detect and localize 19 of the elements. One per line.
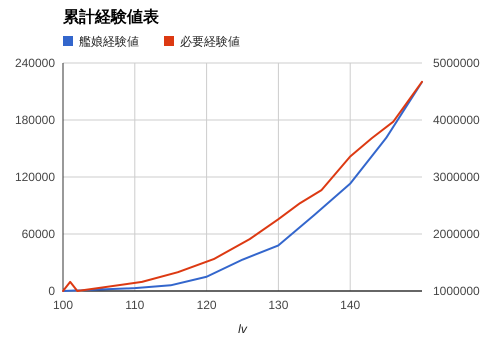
y-tick-label: 60000 bbox=[22, 227, 56, 241]
y2-tick-label: 1000000 bbox=[433, 284, 480, 298]
x-tick-label: 120 bbox=[196, 298, 217, 312]
y2-tick-label: 5000000 bbox=[433, 56, 480, 70]
x-tick-label: 140 bbox=[340, 298, 361, 312]
legend-label: 艦娘経験値 bbox=[79, 34, 139, 48]
chart-title: 累計経験値表 bbox=[62, 8, 160, 26]
legend-label: 必要経験値 bbox=[180, 34, 240, 48]
x-axis-title: lv bbox=[238, 322, 248, 336]
y-tick-label: 240000 bbox=[14, 56, 56, 70]
y-tick-label: 180000 bbox=[14, 113, 56, 127]
x-tick-label: 130 bbox=[268, 298, 289, 312]
y-tick-label: 120000 bbox=[14, 170, 56, 184]
y-tick-label: 0 bbox=[48, 284, 56, 298]
y2-tick-label: 4000000 bbox=[433, 113, 480, 127]
y2-tick-label: 2000000 bbox=[433, 227, 480, 241]
x-tick-label: 100 bbox=[52, 298, 74, 312]
y2-tick-label: 3000000 bbox=[433, 170, 480, 184]
x-tick-label: 110 bbox=[125, 298, 145, 312]
